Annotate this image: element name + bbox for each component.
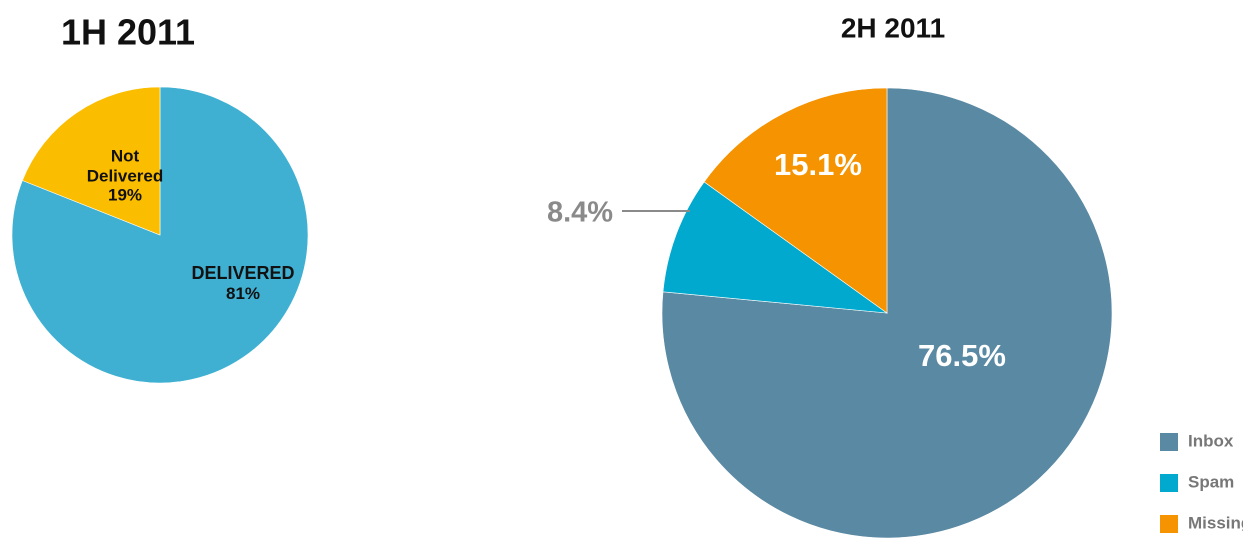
legend-swatch — [1160, 474, 1178, 492]
pie-slice — [22, 86, 161, 236]
slice-category: DELIVERED — [191, 262, 295, 283]
slice-label: 76.5% — [918, 338, 1006, 374]
slice-value-label: 19% — [107, 185, 143, 205]
slice-label: DELIVERED 81% — [191, 263, 294, 303]
pie-slice — [662, 181, 889, 314]
legend-label: Missing — [1188, 513, 1243, 532]
pie-slice — [661, 87, 1113, 539]
chart-title: 2H 2011 — [841, 12, 945, 43]
slice-label: 15.1% — [774, 147, 862, 183]
slice-label: 8.4% — [547, 196, 613, 229]
pie-slice — [703, 87, 888, 314]
legend-swatch — [1160, 515, 1178, 533]
legend-label: Spam — [1188, 472, 1234, 491]
slice-label: Not Delivered 19% — [80, 147, 170, 206]
legend-label: Inbox — [1188, 431, 1234, 450]
chart-title: 1H 2011 — [61, 12, 195, 53]
slice-value-label: 81% — [225, 283, 261, 303]
slice-value-label: 8.4% — [546, 196, 614, 229]
slice-value-label: 76.5% — [918, 338, 1006, 374]
slice-value-label: 15.1% — [774, 147, 862, 183]
legend-swatch — [1160, 433, 1178, 451]
slice-category: Not Delivered — [86, 146, 164, 186]
